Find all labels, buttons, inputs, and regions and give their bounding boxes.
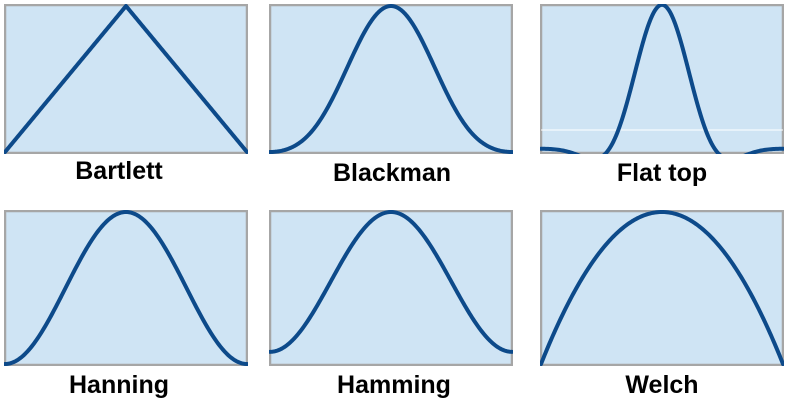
- panel-flat-top: [540, 4, 784, 154]
- bartlett-window-plot: [4, 4, 248, 154]
- hamming-curve: [269, 210, 513, 354]
- window-label-blackman: Blackman: [332, 159, 452, 187]
- panel-hamming: [269, 210, 513, 366]
- plot-frame: [540, 4, 784, 154]
- window-label-bartlett: Bartlett: [75, 157, 163, 185]
- plot-frame: [540, 210, 784, 366]
- hanning-curve: [4, 210, 248, 366]
- plot-frame: [4, 210, 248, 366]
- welch-curve: [540, 210, 784, 366]
- hanning-window-plot: [4, 210, 248, 366]
- window-label-welch: Welch: [625, 371, 699, 399]
- hamming-window-plot: [269, 210, 513, 366]
- blackman-curve: [269, 4, 513, 154]
- panel-blackman: [269, 4, 513, 154]
- plot-frame: [4, 4, 248, 154]
- panel-welch: [540, 210, 784, 366]
- window-label-flat-top: Flat top: [616, 159, 708, 187]
- blackman-window-plot: [269, 4, 513, 154]
- window-label-hanning: Hanning: [69, 371, 169, 399]
- flat-top-curve: [540, 4, 784, 154]
- bartlett-curve: [4, 4, 248, 154]
- window-label-hamming: Hamming: [337, 371, 451, 399]
- panel-bartlett: [4, 4, 248, 154]
- plot-frame: [269, 4, 513, 154]
- panel-hanning: [4, 210, 248, 366]
- welch-window-plot: [540, 210, 784, 366]
- flat-top-window-plot: [540, 4, 784, 154]
- plot-frame: [269, 210, 513, 366]
